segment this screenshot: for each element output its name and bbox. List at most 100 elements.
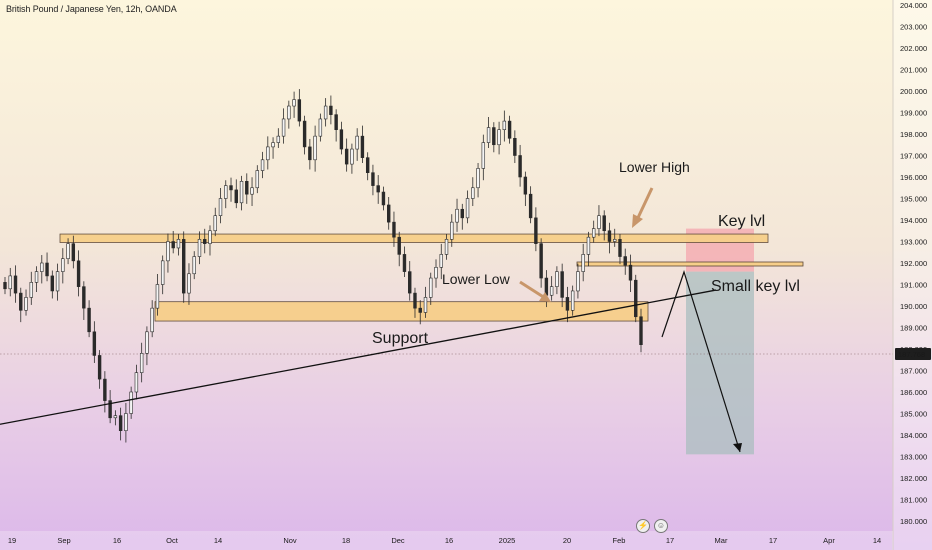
- candle-body: [360, 135, 365, 158]
- candle-body: [208, 230, 212, 244]
- candle-body: [523, 176, 528, 195]
- price-tick-label: 196.000: [900, 173, 927, 182]
- candle-body: [581, 254, 585, 272]
- candle-body: [24, 297, 28, 311]
- candle-body: [276, 135, 281, 143]
- take-profit-zone: [686, 271, 754, 455]
- candle-body: [171, 241, 175, 249]
- candle-body: [465, 198, 470, 219]
- candle-body: [187, 273, 191, 294]
- time-tick-label: Sep: [57, 536, 70, 545]
- candle-body: [355, 135, 359, 150]
- candle-body: [19, 292, 23, 311]
- candle-body: [97, 355, 102, 380]
- candle-body: [234, 189, 238, 204]
- current-price-label: 187.768: [898, 350, 925, 359]
- candle-body: [513, 138, 517, 156]
- candle-body: [218, 198, 223, 217]
- candle-body: [623, 256, 627, 266]
- price-tick-label: 192.000: [900, 259, 927, 268]
- candle-body: [224, 185, 228, 199]
- candle-body: [365, 157, 370, 173]
- price-tick-label: 189.000: [900, 324, 927, 333]
- candle-body: [255, 170, 259, 189]
- candle-body: [87, 307, 91, 333]
- lightning-icon[interactable]: ⚡: [636, 519, 650, 533]
- candle-body: [61, 258, 65, 272]
- candle-body: [534, 217, 538, 244]
- candle-body: [460, 208, 464, 219]
- candle-body: [71, 243, 76, 262]
- time-tick-label: Mar: [715, 536, 728, 545]
- price-tick-label: 204.000: [900, 1, 927, 10]
- candle-body: [287, 105, 291, 120]
- time-tick-label: 17: [666, 536, 674, 545]
- candle-body: [518, 155, 522, 178]
- candle-body: [387, 204, 391, 223]
- candle-body: [486, 127, 491, 143]
- price-tick-label: 183.000: [900, 453, 927, 462]
- candle-body: [476, 168, 480, 189]
- projection-path: [661, 270, 741, 453]
- time-tick-label: 14: [214, 536, 222, 545]
- candle-body: [124, 413, 128, 432]
- candle-body: [628, 264, 633, 281]
- candle-body: [329, 105, 333, 115]
- candle-body: [423, 297, 428, 313]
- chart-title: British Pound / Japanese Yen, 12h, OANDA: [6, 4, 177, 14]
- support-zone: [154, 301, 649, 322]
- candle-body: [392, 221, 396, 238]
- candle-body: [66, 243, 70, 259]
- key-level-label: Key lvl: [718, 213, 765, 230]
- candle-body: [408, 271, 412, 294]
- price-tick-label: 203.000: [900, 23, 927, 32]
- candle-body: [455, 208, 459, 223]
- time-tick-label: 18: [342, 536, 350, 545]
- time-tick-label: 17: [769, 536, 777, 545]
- price-tick-label: 182.000: [900, 474, 927, 483]
- small-key-level-label: Small key lvl: [711, 278, 800, 295]
- candle-body: [281, 118, 286, 137]
- candle-body: [439, 254, 443, 268]
- candle-body: [555, 271, 559, 287]
- lower-high-label: Lower High: [619, 159, 690, 175]
- candle-body: [176, 239, 181, 249]
- candle-body: [444, 239, 449, 255]
- candle-body: [192, 256, 196, 275]
- candle-body: [129, 391, 133, 414]
- candle-body: [560, 271, 564, 298]
- smiley-icon[interactable]: ☺: [654, 519, 668, 533]
- candle-body: [597, 215, 601, 229]
- candle-body: [250, 187, 254, 195]
- small-key-level-zone: [576, 261, 804, 267]
- candle-body: [507, 120, 512, 139]
- candle-body: [13, 275, 18, 294]
- candle-body: [313, 135, 317, 161]
- candle-body: [397, 236, 401, 255]
- candle-body: [308, 146, 312, 161]
- candle-body: [8, 275, 12, 290]
- candle-body: [381, 191, 386, 206]
- candle-body: [586, 236, 591, 255]
- candle-body: [3, 282, 7, 290]
- lower-low-arrow: [519, 280, 546, 300]
- candle-body: [145, 331, 149, 354]
- candle-body: [481, 142, 486, 169]
- candle-body: [266, 146, 270, 161]
- candle-body: [618, 239, 622, 257]
- candle-body: [134, 372, 139, 393]
- price-tick-label: 190.000: [900, 302, 927, 311]
- time-tick-label: 2025: [499, 536, 516, 545]
- candle-body: [528, 193, 533, 219]
- current-price-badge: [895, 347, 931, 360]
- candle-body: [607, 230, 612, 242]
- lower-high-arrow: [634, 187, 654, 223]
- candle-body: [639, 316, 643, 346]
- candle-body: [197, 239, 202, 257]
- candle-body: [302, 120, 307, 148]
- time-tick-label: 20: [563, 536, 571, 545]
- candle-body: [570, 290, 575, 311]
- candle-body: [292, 99, 296, 107]
- trendline: [0, 289, 717, 425]
